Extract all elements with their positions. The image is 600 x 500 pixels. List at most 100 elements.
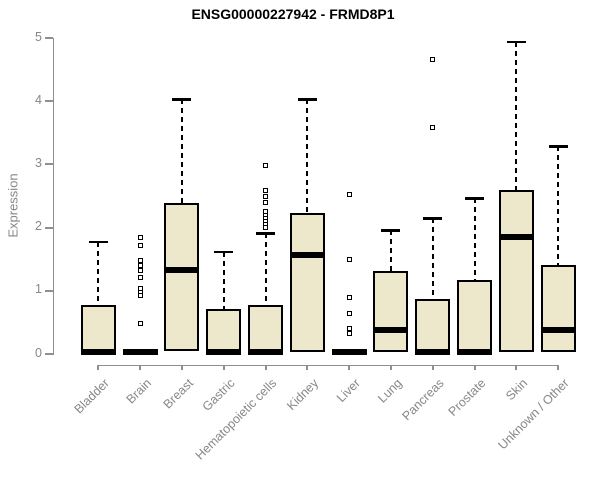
x-category-label: Kidney <box>284 375 322 413</box>
upper-whisker <box>389 230 392 271</box>
outlier-point <box>263 193 268 199</box>
whisker-cap <box>548 145 568 148</box>
median-line <box>331 349 367 356</box>
outlier-point <box>137 242 143 248</box>
outlier-point <box>346 294 352 300</box>
whisker-cap <box>214 250 234 254</box>
upper-whisker <box>97 241 100 306</box>
y-tick-label: 5 <box>35 29 42 44</box>
upper-whisker <box>515 41 518 190</box>
whisker-cap <box>381 229 401 232</box>
x-tick <box>139 366 142 370</box>
median-line <box>498 233 534 240</box>
x-tick <box>389 366 392 370</box>
upper-whisker <box>557 146 560 266</box>
x-axis-line <box>97 364 560 366</box>
outlier-point <box>263 225 268 231</box>
whisker-cap <box>88 240 108 244</box>
outlier-point <box>137 293 143 299</box>
x-tick <box>97 366 100 370</box>
box <box>289 213 325 353</box>
x-tick <box>180 366 183 370</box>
y-tick <box>45 289 53 292</box>
median-line <box>540 327 576 334</box>
outlier-point <box>137 321 143 327</box>
x-tick <box>264 366 267 370</box>
x-tick <box>473 366 476 370</box>
outlier-point <box>137 267 143 273</box>
upper-whisker <box>431 218 434 299</box>
median-line <box>80 349 116 356</box>
outlier-point <box>263 199 268 205</box>
x-category-label: Bladder <box>71 375 113 416</box>
box <box>80 305 116 354</box>
median-line <box>457 349 492 356</box>
median-line <box>164 267 200 274</box>
upper-whisker <box>306 99 309 214</box>
median-line <box>415 349 451 356</box>
x-category-label: Brain <box>123 375 155 407</box>
x-tick <box>557 366 560 370</box>
y-tick-label: 2 <box>35 219 42 234</box>
whisker-cap <box>256 232 275 235</box>
y-tick <box>45 163 53 166</box>
x-category-label: Gastric <box>199 375 238 414</box>
median-line <box>122 349 158 356</box>
y-axis-label: Expression <box>5 173 21 238</box>
median-line <box>248 349 283 356</box>
outlier-point <box>346 310 352 316</box>
median-line <box>289 251 325 258</box>
y-axis-line <box>52 37 54 355</box>
box <box>415 298 451 354</box>
outlier-point <box>137 234 143 240</box>
median-line <box>373 327 409 334</box>
box <box>540 265 576 353</box>
box <box>206 309 242 354</box>
x-tick <box>431 366 434 370</box>
box <box>373 270 409 353</box>
y-tick-label: 3 <box>35 155 42 170</box>
x-category-label: Skin <box>503 375 531 403</box>
outlier-point <box>263 162 268 168</box>
y-tick <box>45 353 53 355</box>
upper-whisker <box>264 233 267 306</box>
upper-whisker <box>222 251 225 310</box>
y-tick-label: 0 <box>35 345 42 360</box>
outlier-point <box>346 325 352 331</box>
box <box>498 189 534 353</box>
chart-title: ENSG00000227942 - FRMD8P1 <box>191 6 395 22</box>
x-category-label: Liver <box>333 375 364 405</box>
y-tick-label: 4 <box>35 92 42 107</box>
whisker-cap <box>506 40 526 44</box>
x-tick <box>348 366 351 370</box>
outlier-point <box>430 125 436 131</box>
box <box>457 279 492 354</box>
median-line <box>206 349 242 356</box>
outlier-point <box>137 274 143 280</box>
x-category-label: Pancreas <box>399 375 447 423</box>
y-tick <box>45 37 53 39</box>
outlier-point <box>430 57 436 63</box>
x-tick <box>515 366 518 370</box>
y-tick-label: 1 <box>35 282 42 297</box>
x-category-label: Unknown / Other <box>495 375 573 452</box>
upper-whisker <box>473 198 476 280</box>
outlier-point <box>346 192 352 198</box>
x-tick <box>222 366 225 370</box>
whisker-cap <box>172 98 192 101</box>
outlier-point <box>346 256 352 262</box>
whisker-cap <box>297 98 317 101</box>
y-tick <box>45 226 53 229</box>
x-category-label: Hematopoietic cells <box>192 375 280 463</box>
outlier-point <box>346 330 352 336</box>
x-category-label: Lung <box>375 375 405 406</box>
x-category-label: Breast <box>160 375 196 411</box>
outlier-point <box>137 262 143 268</box>
box <box>248 305 283 354</box>
whisker-cap <box>465 197 484 200</box>
box <box>164 203 200 351</box>
outlier-point <box>263 187 268 193</box>
x-category-label: Prostate <box>445 375 489 419</box>
upper-whisker <box>180 99 183 204</box>
